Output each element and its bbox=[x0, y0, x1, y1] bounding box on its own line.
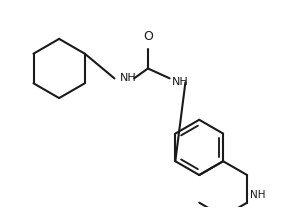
Text: NH: NH bbox=[120, 73, 137, 83]
Text: NH: NH bbox=[172, 77, 188, 87]
Text: NH: NH bbox=[250, 190, 265, 200]
Text: O: O bbox=[143, 30, 153, 43]
